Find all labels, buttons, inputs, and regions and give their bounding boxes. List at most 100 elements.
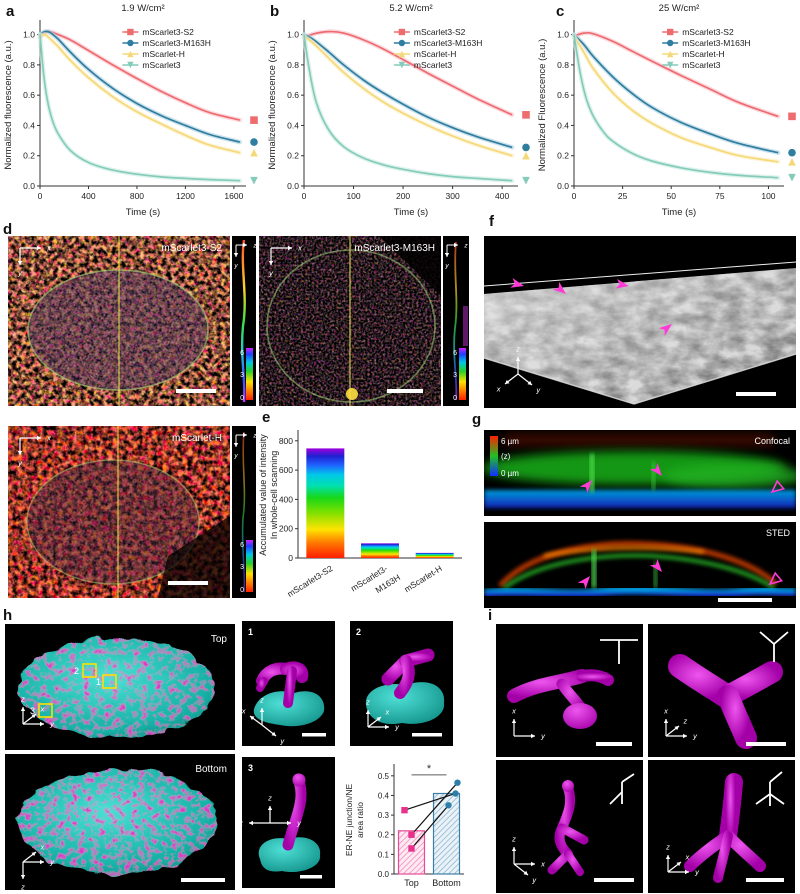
x-tick-label: 400 [495, 191, 509, 201]
y-tick-label: 1.0 [557, 30, 569, 40]
y-tick-label: 0.0 [23, 181, 35, 191]
x-tick-label: 0 [38, 191, 43, 201]
y-tick-label: 400 [279, 494, 293, 504]
axis-letter-x: x [242, 819, 243, 828]
dark-corner [158, 516, 230, 598]
view-label: Bottom [195, 764, 227, 775]
axis-letter-y: y [233, 263, 238, 270]
pair-line [404, 792, 456, 811]
yz-slice-profile [241, 431, 246, 593]
legend-item-mScarlet3: mScarlet3 [662, 60, 721, 70]
panel-d-slice-2: zy 6 3 0 [443, 236, 469, 406]
depth-colorbar [459, 348, 466, 400]
scale-bar [300, 875, 322, 879]
legend-label: mScarlet3-S2 [142, 27, 194, 37]
y-tick-label: 0.2 [23, 151, 35, 161]
axis-letter-y: y [233, 453, 238, 460]
ne-surface-blob [253, 691, 325, 727]
red-top-band [504, 434, 774, 446]
axis-letter-x: x [46, 244, 51, 253]
roi-label: 3 [30, 706, 35, 716]
axis-letter-y: y [694, 868, 700, 877]
y-tick-label: 0.0 [287, 181, 299, 191]
axis-letter-y: y [49, 720, 55, 729]
panel-g-sted: STED [484, 522, 796, 608]
legend-label: mScarlet3 [414, 60, 453, 70]
x-axis-label: Time (s) [662, 207, 696, 218]
series-line-mScarlet3 [39, 34, 240, 182]
panel-d-image-mscarlet3-s2: xy mScarlet3-S2 [8, 236, 230, 406]
y-axis-label-line2: area ratio [355, 802, 365, 838]
series-line-mScarlet3-S2 [573, 31, 779, 118]
er-tubule-lobe [563, 703, 597, 729]
xyz-axis-icon: zxy [511, 835, 545, 885]
open-arrowhead-icon [770, 479, 786, 494]
axis-letter-y: y [535, 385, 541, 394]
green-membrane [502, 553, 775, 590]
axis-letter-x: x [39, 843, 44, 852]
skeleton-glyph [600, 639, 638, 664]
ne-surface-blob [365, 682, 445, 725]
inset-label: 1 [248, 627, 253, 637]
xy-axis-icon: xy [268, 244, 302, 278]
depth-colorbar [246, 540, 253, 592]
panel-i-box-2: x zy [648, 624, 795, 757]
legend-item-mScarlet3-M163H: mScarlet3-M163H [393, 38, 483, 48]
x-category-label: mScarlet-H [402, 563, 443, 594]
y-tick-label: 200 [279, 524, 293, 534]
axis-letter-x: x [46, 434, 51, 443]
axis-letter-z: z [682, 717, 687, 726]
panel-letter-c: c [556, 3, 565, 20]
axis-letter-z: z [365, 698, 370, 707]
skeleton-glyph [609, 773, 635, 805]
legend-item-mScarlet-H: mScarlet-H [662, 49, 725, 59]
er-ne-junction-blob [256, 661, 309, 708]
panel-d-slice-3: zy 6 3 0 [232, 426, 256, 598]
y-tick-label: 0 [288, 553, 293, 563]
x-tick-label: 0 [572, 191, 577, 201]
panel-letter-d: d [3, 221, 13, 238]
xyz-axis-icon: xy z [20, 843, 55, 890]
dark-corner [379, 236, 441, 296]
axis-letter-z: z [515, 345, 520, 354]
panel-letter-i: i [488, 607, 493, 624]
legend-label: mScarlet-H [682, 49, 725, 59]
x-tick-label: 25 [618, 191, 628, 201]
x-tick-label: 100 [761, 191, 775, 201]
legend-label: mScarlet3 [682, 60, 721, 70]
series-line-mScarlet3-M163H [573, 33, 779, 154]
axis-letter-z: z [252, 433, 256, 440]
inset-label: 2 [356, 627, 361, 637]
legend-item-mScarlet3: mScarlet3 [393, 60, 453, 70]
arrowhead-icon [510, 278, 524, 288]
chart-photostability-high-power: 25 W/cm² 0.0 0.2 0.4 0.6 0.8 1.0 0 25 50 75 100 Time… [537, 3, 796, 218]
legend-label: mScarlet3-M163H [142, 38, 211, 48]
z-depth-colorbar [490, 436, 498, 476]
arrowhead-icon [649, 558, 662, 572]
legend-item-mScarlet3-S2: mScarlet3-S2 [662, 27, 734, 37]
colorbar-max: 6 [240, 350, 244, 357]
axis-letter-y: y [394, 723, 400, 732]
colorbar-mid: 3 [240, 372, 244, 379]
scale-bar [168, 581, 208, 585]
blue-bottom-band [484, 490, 796, 508]
colorbar-mid: 3 [240, 564, 244, 571]
pair-line [411, 804, 449, 849]
series-line-mScarlet3 [573, 34, 779, 179]
series-line-mScarlet-H [573, 35, 779, 163]
y-tick-label: 0.4 [23, 120, 35, 130]
panel-h-top-render: 2 1 3 Top z xy [5, 624, 235, 750]
y-tick-label: 0.2 [378, 831, 390, 840]
chart-title: 5.2 W/cm² [389, 3, 432, 14]
xyz-axis-icon: zxy [242, 696, 285, 746]
yz-slice-profile [453, 241, 458, 401]
nucleus-surface [17, 770, 217, 874]
series-band-mScarlet-H [571, 33, 781, 165]
inset-label: 3 [248, 763, 253, 773]
panel-h-inset-1: 1 z x y [242, 621, 335, 746]
scale-bar [746, 878, 784, 882]
scale-bar [718, 598, 772, 602]
y-tick-label: 0.6 [557, 90, 569, 100]
legend-label: mScarlet3-M163H [414, 38, 483, 48]
axis-letter-y: y [17, 459, 23, 468]
